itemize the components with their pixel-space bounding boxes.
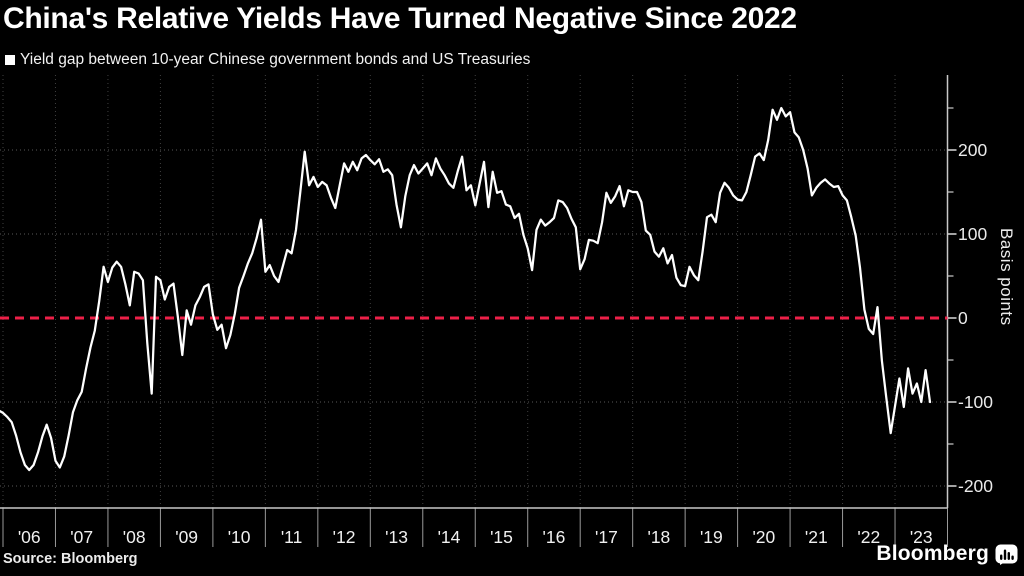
x-tick-label: '06 <box>18 527 41 547</box>
x-tick-label: '15 <box>490 527 513 547</box>
x-tick-label: '13 <box>385 527 408 547</box>
x-tick-label: '10 <box>228 527 251 547</box>
x-tick-label: '17 <box>595 527 618 547</box>
legend-swatch-icon <box>5 55 15 65</box>
legend-label: Yield gap between 10-year Chinese govern… <box>20 51 531 68</box>
bloomberg-wordmark: Bloomberg <box>876 542 1018 566</box>
chart-legend: Yield gap between 10-year Chinese govern… <box>5 51 530 69</box>
x-tick-label: '23 <box>910 527 933 547</box>
yield-gap-line <box>0 106 932 472</box>
y-tick-label: 100 <box>958 224 987 244</box>
x-tick-label: '18 <box>647 527 670 547</box>
y-tick-label: -200 <box>958 476 993 496</box>
source-credit: Source: Bloomberg <box>3 551 138 567</box>
x-tick-label: '20 <box>752 527 775 547</box>
bloomberg-brand-text: Bloomberg <box>876 542 989 565</box>
y-tick-label: 0 <box>958 308 968 328</box>
y-tick-label: 200 <box>958 140 987 160</box>
page-title: China's Relative Yields Have Turned Nega… <box>3 2 797 35</box>
x-tick-label: '11 <box>281 527 303 547</box>
y-axis-unit-label: Basis points <box>997 228 1016 326</box>
bloomberg-logo-icon <box>995 544 1018 565</box>
x-tick-label: '21 <box>805 527 828 547</box>
x-tick-label: '14 <box>438 527 461 547</box>
x-tick-label: '08 <box>123 527 146 547</box>
x-tick-label: '16 <box>543 527 566 547</box>
x-tick-label: '22 <box>857 527 880 547</box>
x-tick-label: '07 <box>70 527 93 547</box>
y-tick-label: -100 <box>958 392 993 412</box>
x-tick-label: '09 <box>175 527 198 547</box>
x-tick-label: '12 <box>333 527 356 547</box>
x-tick-label: '19 <box>700 527 723 547</box>
